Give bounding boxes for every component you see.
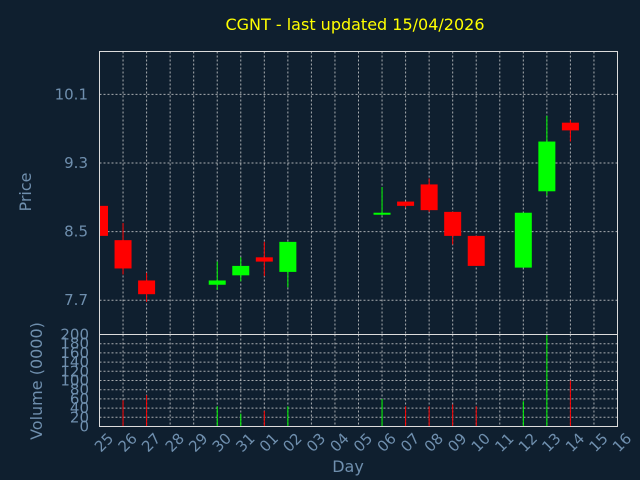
x-tick-label: 30 [209,430,235,456]
volume-bars [122,334,571,427]
x-axis-ticks: 2526272829303101020304050607080910111213… [91,430,635,456]
x-tick-label: 15 [585,430,611,456]
volume-tick-label: 200 [60,326,89,344]
volume-tick-label: 120 [60,362,89,380]
x-tick-label: 03 [303,430,329,456]
x-axis-label: Day [332,457,364,476]
volume-panel-frame [99,334,618,427]
volume-tick-label: 100 [60,372,89,390]
candle-body [538,141,556,192]
price-panel: 7.7 8.5 9.3 10.1 [55,51,618,335]
x-tick-label: 28 [162,430,188,456]
candle-body [373,212,391,215]
candle-body [99,205,108,236]
x-tick-label: 12 [515,430,541,456]
x-tick-label: 25 [91,430,117,456]
candle-body [444,211,462,236]
price-axis-ticks: 7.7 8.5 9.3 10.1 [55,85,88,309]
candle-body [514,212,532,268]
x-tick-label: 06 [374,430,400,456]
candles [99,115,579,302]
volume-tick-label: 180 [60,335,89,353]
candle-body [232,265,250,276]
volume-tick-label: 60 [70,390,89,408]
x-tick-label: 26 [115,430,141,456]
candle-body [255,257,273,262]
volume-tick-label: 140 [60,353,89,371]
candle-body [208,280,226,285]
price-tick-label: 10.1 [55,85,88,103]
volume-grid [99,334,618,427]
volume-tick-label: 0 [79,418,89,436]
volume-tick-label: 160 [60,344,89,362]
price-axis-label: Price [16,172,35,211]
candle-body [561,122,579,131]
candle-body [279,241,297,272]
x-tick-label: 11 [491,430,517,456]
price-tick-label: 7.7 [64,291,88,309]
volume-tick-label: 40 [70,399,89,417]
x-tick-label: 10 [468,430,494,456]
chart-title: CGNT - last updated 15/04/2026 [225,15,484,34]
x-tick-label: 08 [421,430,447,456]
candle-body [397,201,415,206]
candle-body [420,184,438,211]
x-tick-label: 14 [562,430,588,456]
x-tick-label: 02 [279,430,305,456]
x-tick-label: 05 [350,430,376,456]
candle-body [114,240,132,269]
x-tick-label: 16 [609,430,635,456]
candle-body [138,280,156,295]
x-tick-label: 31 [232,430,258,456]
price-tick-label: 8.5 [64,223,88,241]
volume-tick-label: 20 [70,408,89,426]
candle-body [467,235,485,266]
x-tick-label: 27 [138,430,164,456]
x-tick-label: 09 [444,430,470,456]
price-tick-label: 9.3 [64,154,88,172]
x-tick-label: 29 [185,430,211,456]
price-grid [99,51,618,335]
x-tick-label: 13 [538,430,564,456]
volume-tick-label: 80 [70,381,89,399]
x-tick-label: 01 [256,430,282,456]
x-tick-label: 07 [397,430,423,456]
volume-axis-label: Volume (0000) [27,322,46,440]
x-tick-label: 04 [326,430,352,456]
